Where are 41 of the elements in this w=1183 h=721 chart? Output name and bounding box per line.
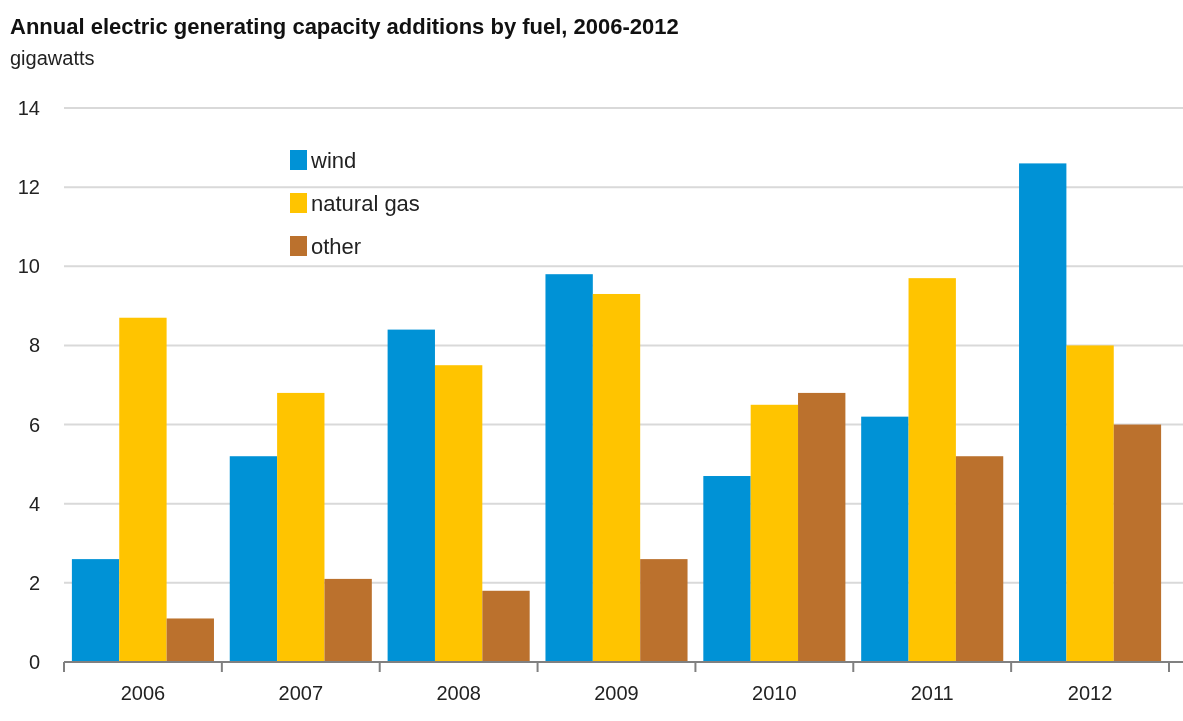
bar (277, 392, 325, 662)
y-tick-label: 2 (28, 571, 40, 594)
bar (387, 329, 435, 662)
y-tick-label: 8 (28, 334, 40, 357)
bar (861, 416, 909, 662)
bar (166, 618, 214, 662)
bar (1019, 163, 1067, 662)
bar (229, 456, 278, 662)
y-tick-label: 6 (28, 413, 40, 436)
x-tick-label: 2011 (910, 682, 954, 704)
x-tick-label: 2006 (120, 682, 166, 704)
x-tick-label: 2010 (752, 682, 797, 704)
bar (482, 590, 530, 662)
bar (955, 456, 1004, 662)
y-tick-label: 12 (17, 176, 40, 199)
x-tick-label: 2007 (278, 682, 324, 704)
bar (434, 365, 483, 662)
bar (119, 317, 167, 662)
legend-label: wind (310, 147, 357, 173)
bar (1066, 345, 1114, 662)
y-tick-label: 14 (17, 97, 40, 119)
bar (798, 392, 846, 662)
bar (908, 278, 956, 662)
y-tick-label: 10 (17, 255, 40, 278)
bar (1113, 424, 1162, 662)
legend-label: other (311, 233, 362, 259)
bar (750, 404, 799, 662)
x-tick-label: 2009 (594, 682, 639, 704)
bar (640, 559, 688, 662)
bar (592, 293, 641, 662)
y-tick-label: 0 (28, 651, 40, 673)
bar (545, 274, 593, 662)
bar (703, 476, 751, 662)
x-tick-label: 2012 (1067, 682, 1113, 704)
chart-title: Annual electric generating capacity additions by fuel, 2006-2012 (10, 14, 679, 39)
bar (71, 559, 120, 662)
legend-label: natural gas (311, 190, 420, 216)
y-tick-label: 4 (28, 492, 40, 515)
y-axis-title: gigawatts (10, 47, 95, 69)
bar (324, 578, 372, 662)
x-tick-label: 2008 (436, 682, 481, 704)
